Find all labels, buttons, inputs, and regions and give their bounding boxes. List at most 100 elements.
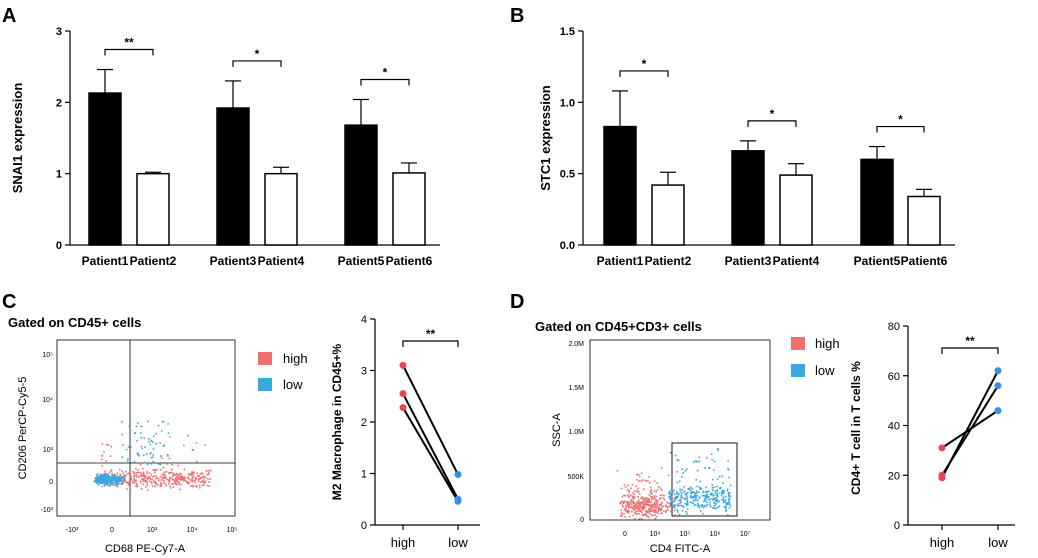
flow-d-high-dot <box>663 494 666 497</box>
flow-c-low-dot <box>117 476 120 479</box>
flow-d-low-dot <box>722 482 724 484</box>
flow-d-high-dot <box>660 489 663 491</box>
flow-c-low-dot <box>115 477 118 479</box>
flow-d-high-dot <box>636 510 639 512</box>
flow-c-high-dot <box>176 483 178 486</box>
flow-d-low-dot <box>692 491 694 493</box>
flow-d-low-dot <box>695 503 697 506</box>
legend-c-high-swatch <box>258 352 272 365</box>
flow-c-high-dot <box>196 485 198 488</box>
flow-d-low-dot <box>722 501 725 504</box>
flow-c-high-dot <box>205 470 207 472</box>
flow-c-high-dot <box>109 455 112 457</box>
flow-d-low-dot <box>695 460 697 462</box>
flow-d-high-dot <box>637 496 639 498</box>
flow-d-low-dot <box>696 492 698 494</box>
flow-d-high-dot <box>642 499 645 501</box>
chart-c-pairs-pair-line <box>402 407 459 502</box>
chart-a-ytick-label: 1 <box>56 169 62 181</box>
flow-c-high-dot <box>101 455 103 457</box>
flow-d-low-dot <box>719 475 721 478</box>
flow-c-low-dot <box>111 474 114 477</box>
flow-c-ytick-label: 10⁵ <box>42 352 53 359</box>
flow-c-high-dot <box>171 483 173 485</box>
flow-c-high-dot <box>199 487 201 489</box>
flow-d-low-dot <box>727 502 729 505</box>
flow-d-high-dot <box>686 495 688 497</box>
flow-d-low-dot <box>725 510 728 513</box>
flow-d-low-dot <box>684 502 686 505</box>
flow-d-high-dot <box>633 506 635 509</box>
flow-c-high-dot <box>164 474 166 477</box>
flow-c-low-dot <box>112 477 114 480</box>
flow-d-low-dot <box>715 502 717 505</box>
flow-c-low-dot <box>103 482 106 485</box>
flow-c-low-dot <box>98 480 100 483</box>
flow-c-high-dot <box>162 466 165 469</box>
flow-c-high-dot <box>160 478 163 481</box>
flow-d-ytick-label: 2.0M <box>568 341 584 348</box>
flow-d-high-dot <box>655 516 658 518</box>
flow-d-low-dot <box>729 484 732 487</box>
flow-c-high-dot <box>173 472 175 475</box>
flow-c-low-dot <box>106 479 108 482</box>
flow-d-high-dot <box>631 484 634 486</box>
chart-c-pairs-ytick-label: 1 <box>361 469 367 481</box>
flow-c-low-dot <box>107 482 109 484</box>
flow-c-low-dot <box>115 481 118 484</box>
flow-d-high-dot <box>639 504 642 507</box>
flow-c-low-dot <box>123 478 125 480</box>
flow-c-xtick-label: 0 <box>110 527 114 534</box>
flow-d-high-dot <box>629 506 632 509</box>
flow-d-low-dot <box>676 497 678 499</box>
flow-c-high-dot <box>125 474 127 477</box>
flow-d-high-dot <box>658 485 660 488</box>
flow-c-high-dot <box>143 437 145 439</box>
flow-c-high-dot <box>116 474 118 477</box>
flow-c-high-dot <box>173 479 175 481</box>
flow-c-high-dot <box>172 483 174 485</box>
flow-c-low-dot <box>120 480 122 482</box>
flow-c-low-dot <box>107 474 110 476</box>
flow-c-low-dot <box>114 478 117 480</box>
chart-c-pairs-ytick-label: 4 <box>361 314 367 326</box>
flow-d-low-dot <box>715 494 717 496</box>
flow-c-high-dot <box>197 475 199 477</box>
flow-c-low-dot <box>160 455 162 457</box>
flow-d-high-dot <box>655 499 657 501</box>
flow-c-high-dot <box>116 472 119 474</box>
flow-d-high-dot <box>637 508 640 510</box>
flow-d-high-dot <box>631 501 633 503</box>
flow-d-low-dot <box>669 501 672 503</box>
flow-d-low-dot <box>673 500 675 503</box>
flow-c-low-dot <box>144 461 146 464</box>
flow-d-high-dot <box>650 507 653 509</box>
flow-c-high-dot <box>183 444 185 447</box>
flow-c-high-dot <box>194 478 197 481</box>
flow-c-low-dot <box>107 484 110 487</box>
flow-d-low-dot <box>671 475 673 478</box>
flow-d-high-dot <box>648 475 650 478</box>
flow-c-low-dot <box>119 475 122 478</box>
flow-c-low-dot <box>121 483 123 485</box>
chart-c-pairs-low-point <box>454 497 462 505</box>
flow-c-high-dot <box>156 484 159 486</box>
flow-c-frame <box>56 339 236 517</box>
flow-d-high-dot <box>623 484 626 486</box>
flow-c-low-dot <box>102 479 104 481</box>
flow-c-low-dot <box>117 481 119 483</box>
flow-d-high-dot <box>641 502 644 504</box>
flow-d-high-dot <box>626 509 628 512</box>
flow-c-high-dot <box>108 471 111 474</box>
flow-d-low-dot <box>698 504 701 507</box>
flow-d-high-dot <box>644 479 646 482</box>
chart-c-pairs-ytick-label: 0 <box>361 520 367 532</box>
flow-c-high-dot <box>140 487 143 490</box>
flow-d-high-dot <box>660 505 663 508</box>
flow-d-high-dot <box>645 497 647 500</box>
flow-d-high-dot <box>645 510 648 513</box>
flow-d-high-dot <box>635 501 638 504</box>
flow-c-low-dot <box>102 476 105 479</box>
flow-d-low-dot <box>678 480 681 482</box>
chart-a-bar <box>392 172 426 246</box>
